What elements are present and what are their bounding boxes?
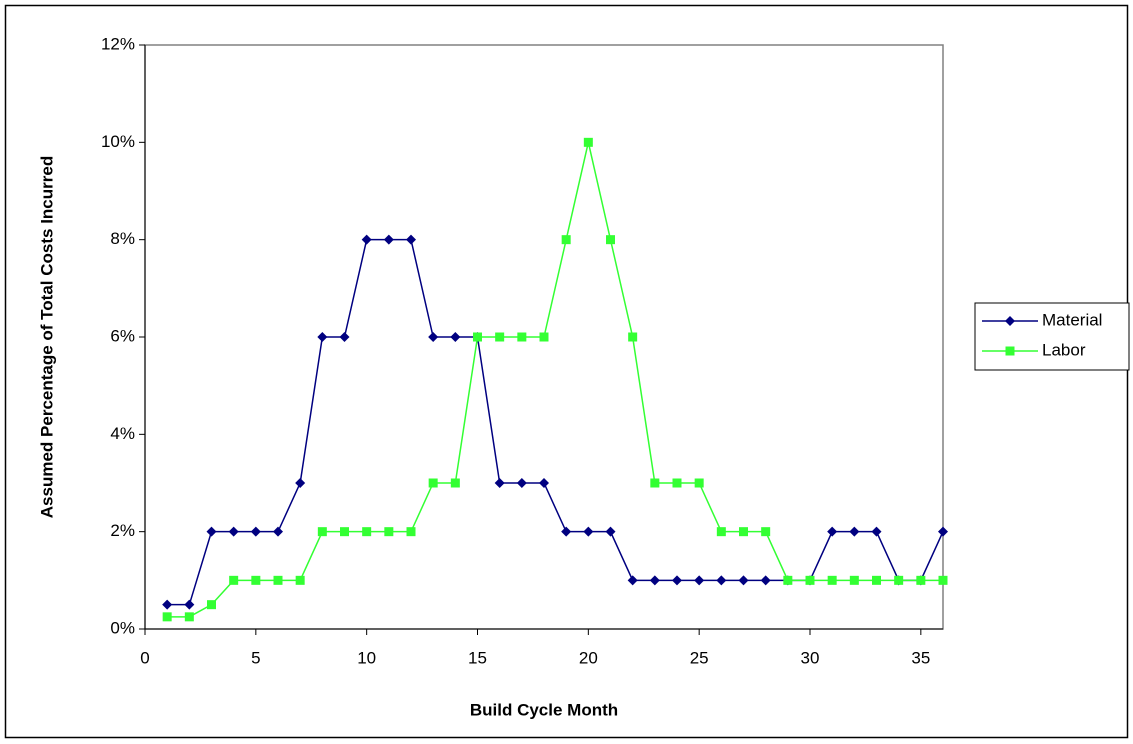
data-point bbox=[539, 478, 549, 488]
data-point bbox=[228, 526, 239, 537]
data-point bbox=[206, 526, 217, 537]
data-point bbox=[361, 234, 372, 245]
y-tick-label: 0% bbox=[110, 618, 135, 637]
data-point bbox=[871, 526, 882, 537]
data-point bbox=[650, 478, 660, 488]
data-point bbox=[495, 332, 505, 342]
data-point bbox=[406, 234, 416, 245]
y-tick-label: 12% bbox=[101, 34, 135, 53]
data-point bbox=[406, 527, 416, 537]
legend-marker bbox=[1005, 316, 1015, 326]
legend-marker bbox=[1005, 346, 1015, 356]
data-point bbox=[250, 526, 261, 537]
data-point bbox=[295, 575, 305, 585]
data-point bbox=[561, 235, 571, 245]
x-tick-label: 10 bbox=[357, 648, 376, 667]
data-point bbox=[672, 478, 682, 488]
x-tick-label: 15 bbox=[468, 648, 487, 667]
x-tick-label: 35 bbox=[911, 648, 930, 667]
series-line bbox=[167, 238, 944, 606]
data-point bbox=[450, 478, 460, 488]
data-point bbox=[384, 527, 394, 537]
data-point bbox=[628, 332, 638, 342]
data-point bbox=[760, 575, 771, 586]
data-point bbox=[450, 332, 461, 342]
data-point bbox=[561, 526, 572, 537]
data-point bbox=[517, 332, 527, 342]
data-point bbox=[783, 575, 793, 585]
data-point bbox=[539, 332, 549, 342]
legend-label: Material bbox=[1042, 310, 1102, 329]
data-point bbox=[716, 527, 726, 537]
data-point bbox=[162, 612, 172, 622]
data-point bbox=[383, 234, 394, 245]
data-point bbox=[761, 527, 771, 537]
data-point bbox=[340, 527, 349, 537]
y-tick-label: 4% bbox=[110, 424, 135, 443]
data-point bbox=[716, 575, 727, 586]
data-point bbox=[317, 527, 327, 537]
data-point bbox=[295, 478, 306, 488]
data-point bbox=[739, 527, 748, 537]
data-point bbox=[362, 527, 372, 537]
data-point bbox=[938, 526, 948, 537]
data-point bbox=[738, 575, 749, 586]
data-point bbox=[273, 526, 283, 537]
x-tick-label: 5 bbox=[251, 648, 260, 667]
data-point bbox=[805, 575, 815, 585]
data-point bbox=[672, 575, 682, 586]
data-point bbox=[251, 575, 261, 585]
data-point bbox=[827, 526, 838, 537]
data-point bbox=[229, 575, 239, 585]
x-tick-label: 25 bbox=[690, 648, 709, 667]
data-point bbox=[473, 332, 482, 342]
y-axis-label: Assumed Percentage of Total Costs Incurr… bbox=[37, 156, 56, 518]
data-point bbox=[428, 478, 438, 488]
data-point bbox=[583, 526, 594, 537]
data-point bbox=[627, 575, 638, 586]
data-point bbox=[694, 575, 705, 586]
data-point bbox=[894, 575, 904, 585]
data-point bbox=[273, 575, 283, 585]
x-tick-label: 20 bbox=[579, 648, 598, 667]
legend-label: Labor bbox=[1042, 340, 1086, 359]
data-point bbox=[872, 575, 881, 585]
data-point bbox=[827, 575, 837, 585]
data-point bbox=[694, 478, 704, 488]
x-axis-label: Build Cycle Month bbox=[470, 700, 618, 719]
y-tick-label: 2% bbox=[110, 521, 135, 540]
x-tick-label: 0 bbox=[140, 648, 149, 667]
data-point bbox=[207, 600, 216, 610]
data-point bbox=[849, 575, 859, 585]
data-point bbox=[605, 526, 616, 537]
data-point bbox=[339, 332, 350, 342]
y-tick-label: 10% bbox=[101, 132, 135, 151]
x-tick-label: 30 bbox=[801, 648, 820, 667]
data-point bbox=[184, 612, 194, 622]
data-point bbox=[849, 526, 860, 537]
data-point bbox=[516, 478, 527, 488]
data-point bbox=[938, 575, 948, 585]
y-tick-label: 6% bbox=[110, 326, 135, 345]
data-point bbox=[162, 599, 173, 610]
data-point bbox=[317, 332, 328, 342]
data-point bbox=[606, 235, 615, 245]
y-tick-label: 8% bbox=[110, 229, 135, 248]
data-point bbox=[184, 599, 195, 610]
data-point bbox=[916, 575, 926, 585]
data-point bbox=[583, 137, 593, 147]
data-point bbox=[428, 332, 439, 342]
legend-box bbox=[974, 302, 1130, 371]
data-point bbox=[649, 575, 660, 586]
data-point bbox=[494, 478, 505, 488]
